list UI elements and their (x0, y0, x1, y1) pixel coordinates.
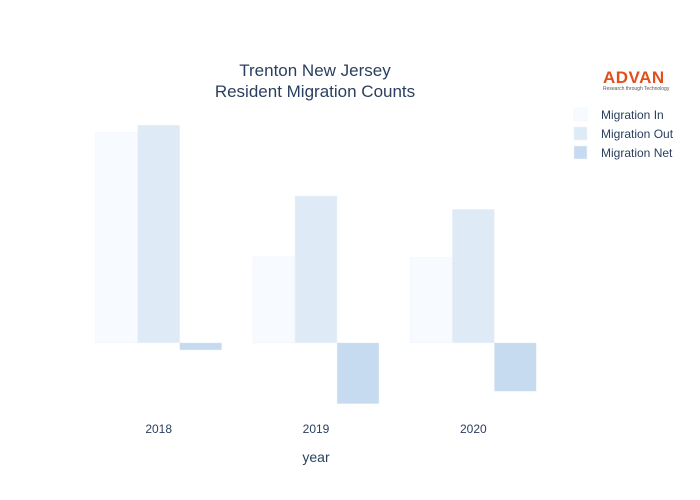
advan-logo: ADVAN Research through Technology (603, 68, 670, 92)
logo-tagline: Research through Technology (603, 86, 670, 92)
bar-migration-net-2019[interactable] (336, 342, 380, 404)
legend-swatch-migration-out[interactable] (573, 126, 588, 141)
bars-layer (95, 124, 537, 404)
x-tick-2018: 2018 (145, 422, 172, 436)
chart-subtitle: Resident Migration Counts (215, 82, 415, 101)
bar-migration-out-2018[interactable] (137, 124, 180, 344)
bar-migration-in-2019[interactable] (252, 256, 296, 344)
bar-migration-in-2018[interactable] (95, 132, 138, 344)
logo-wordmark: ADVAN (603, 68, 665, 87)
x-tick-2020: 2020 (460, 422, 487, 436)
bar-migration-out-2020[interactable] (452, 209, 495, 344)
bar-migration-in-2020[interactable] (410, 257, 453, 344)
legend-label-migration-net[interactable]: Migration Net (601, 146, 673, 160)
x-tick-labels: 2018 2019 2020 (145, 422, 487, 436)
chart-title: Trenton New Jersey (239, 61, 391, 80)
bar-migration-net-2020[interactable] (494, 342, 537, 392)
legend-label-migration-in[interactable]: Migration In (601, 108, 664, 122)
bar-migration-net-2018[interactable] (179, 342, 222, 351)
legend-label-migration-out[interactable]: Migration Out (601, 127, 674, 141)
x-axis-title: year (302, 449, 330, 465)
legend-swatch-migration-in[interactable] (573, 107, 588, 122)
x-tick-2019: 2019 (303, 422, 330, 436)
bar-migration-out-2019[interactable] (294, 195, 338, 344)
legend[interactable]: Migration In Migration Out Migration Net (573, 107, 674, 160)
legend-swatch-migration-net[interactable] (573, 145, 588, 160)
